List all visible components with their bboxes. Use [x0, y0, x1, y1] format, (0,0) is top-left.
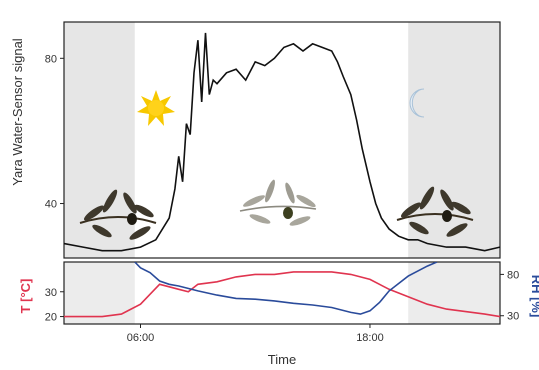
olive-branch-icon: [79, 189, 157, 240]
sensor-signal-line: [64, 32, 500, 252]
temperature-tick-label: 30: [45, 287, 57, 299]
bottom-right-y-ticks: 30 80: [500, 269, 519, 323]
bottom-plot-frame: [63, 261, 501, 325]
night-band: [408, 22, 500, 258]
x-axis-title: Time: [268, 352, 296, 367]
night-band: [64, 22, 135, 258]
night-band: [64, 262, 135, 324]
y-tick-label: 80: [45, 53, 57, 65]
humidity-tick-label: 80: [507, 269, 519, 281]
x-tick-label: 06:00: [127, 332, 155, 344]
y-tick-label: 40: [45, 199, 57, 211]
moon-icon: [409, 88, 425, 118]
top-y-ticks: 40 80: [45, 53, 64, 211]
x-ticks: 06:00 18:00: [127, 324, 384, 344]
night-shading: [64, 262, 500, 324]
olive-branch-icon: [396, 186, 474, 237]
humidity-tick-label: 30: [507, 311, 519, 323]
sun-icon: [137, 90, 175, 126]
humidity-line: [134, 262, 438, 315]
temperature-tick-label: 20: [45, 312, 57, 324]
night-shading: [64, 22, 500, 258]
top-plot-frame: [63, 21, 501, 259]
temperature-axis-title: T [°C]: [18, 279, 33, 314]
top-y-axis-title: Yara Water-Sensor signal: [10, 38, 25, 186]
top-panel: 40 80: [10, 21, 501, 259]
olive-branch-icon: [239, 179, 317, 226]
temperature-line: [64, 271, 500, 318]
humidity-axis-title: RH [%]: [529, 275, 539, 318]
x-tick-label: 18:00: [356, 332, 384, 344]
